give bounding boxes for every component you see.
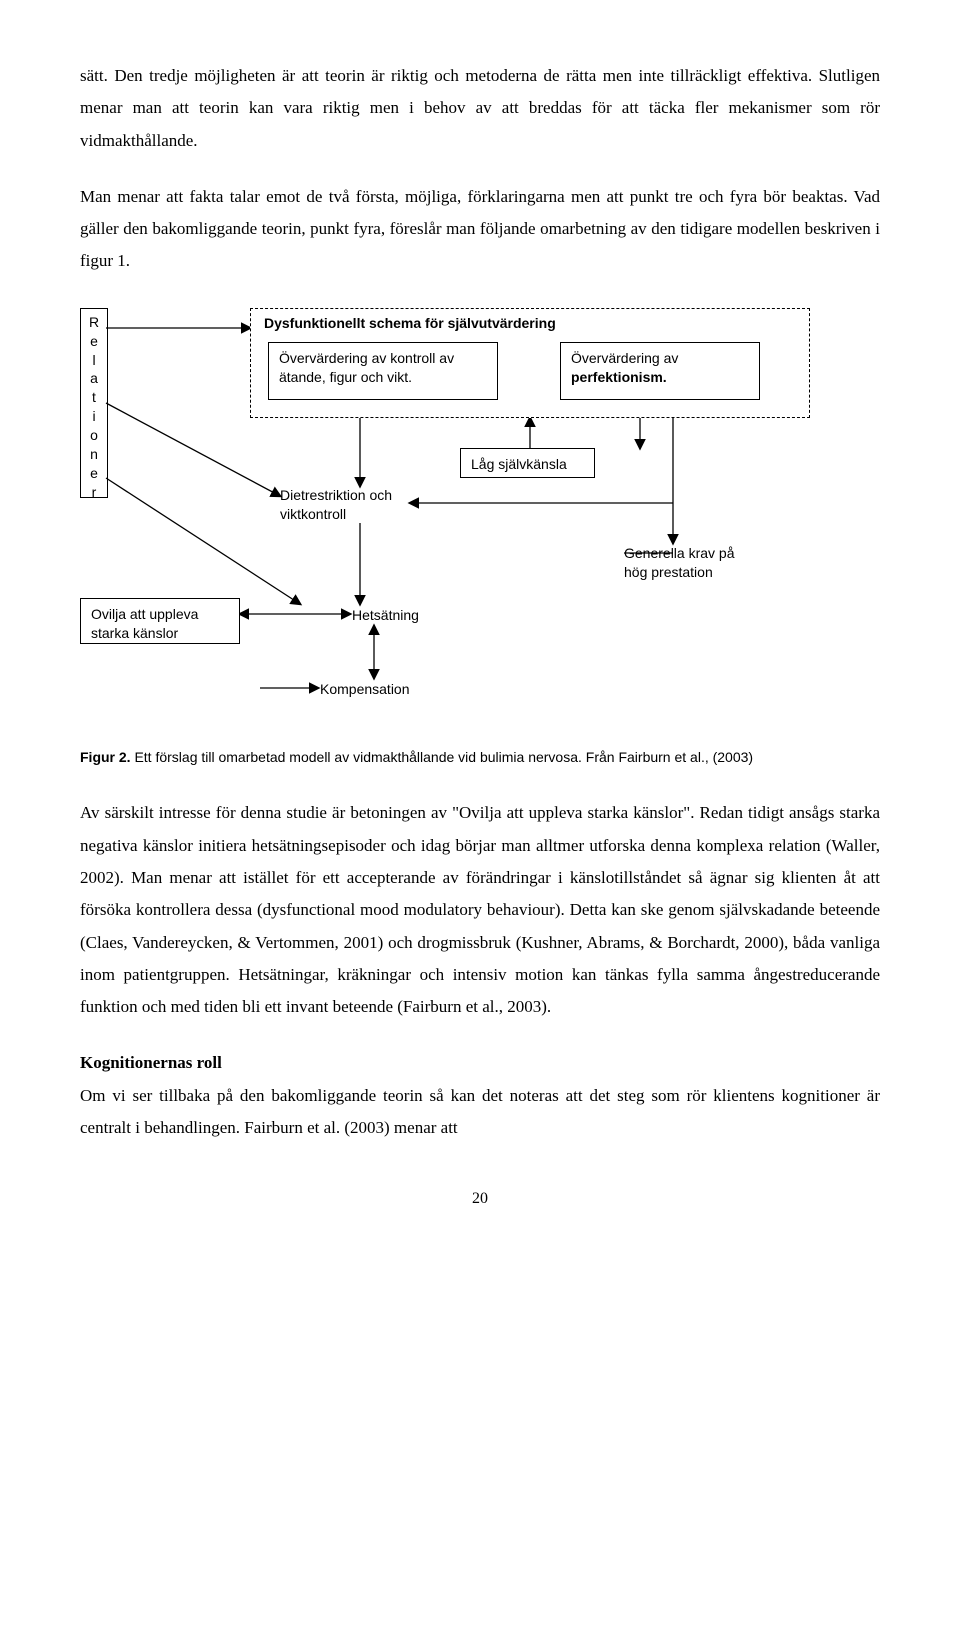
low-self-esteem-box: Låg självkänsla xyxy=(460,448,595,478)
demands-line2: hög prestation xyxy=(624,564,713,580)
figure-2-diagram: Relationer Dysfunktionellt schema för sj… xyxy=(80,308,880,738)
general-demands-label: Generella krav på hög prestation xyxy=(624,544,794,582)
caption-text: Ett förslag till omarbetad modell av vid… xyxy=(131,749,754,765)
demands-line1: Generella krav på xyxy=(624,545,735,561)
paragraph-2: Man menar att fakta talar emot de två fö… xyxy=(80,181,880,278)
overvaluation-control-box: Övervärdering av kontroll av ätande, fig… xyxy=(268,342,498,400)
page-number: 20 xyxy=(80,1184,880,1214)
figure-2-caption: Figur 2. Ett förslag till omarbetad mode… xyxy=(80,748,880,768)
subheading-cognitions: Kognitionernas roll xyxy=(80,1047,880,1079)
schema-title: Dysfunktionellt schema för självutvärder… xyxy=(264,314,556,333)
diet-restriction-label: Dietrestriktion och viktkontroll xyxy=(280,486,410,524)
overvaluation-perfectionism-box: Övervärdering av perfektionism. xyxy=(560,342,760,400)
paragraph-4: Om vi ser tillbaka på den bakomliggande … xyxy=(80,1080,880,1145)
binge-label: Hetsätning xyxy=(352,606,419,625)
unwilling-feelings-box: Ovilja att uppleva starka känslor xyxy=(80,598,240,644)
paragraph-1: sätt. Den tredje möjligheten är att teor… xyxy=(80,60,880,157)
caption-bold: Figur 2. xyxy=(80,749,131,765)
overval2-line1: Övervärdering av xyxy=(571,350,678,366)
overval2-line2: perfektionism. xyxy=(571,369,667,385)
paragraph-3: Av särskilt intresse för denna studie är… xyxy=(80,797,880,1023)
unwilling-line2: starka känslor xyxy=(91,625,178,641)
relations-label: Relationer xyxy=(80,308,108,498)
compensation-label: Kompensation xyxy=(320,680,410,699)
unwilling-line1: Ovilja att uppleva xyxy=(91,606,198,622)
